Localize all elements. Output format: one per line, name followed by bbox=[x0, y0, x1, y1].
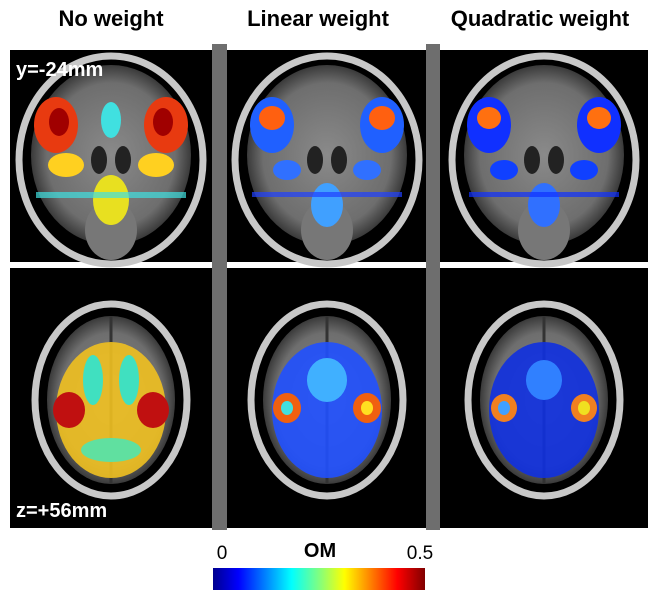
brain-axial bbox=[251, 304, 403, 496]
column-title: Linear weight bbox=[247, 6, 389, 31]
column-title: Quadratic weight bbox=[451, 6, 630, 31]
brain-axial bbox=[468, 304, 620, 496]
brain-coronal bbox=[452, 56, 636, 264]
figure: No weight Linear weight Quadratic weight bbox=[0, 0, 652, 591]
brain-coronal bbox=[235, 56, 419, 264]
slice-label: z=+56mm bbox=[16, 500, 107, 522]
colorbar bbox=[213, 568, 425, 590]
separator bbox=[212, 44, 227, 530]
brain-axial bbox=[35, 304, 187, 496]
colorbar-tick-label: 0 bbox=[217, 543, 228, 564]
colorbar-label: OM bbox=[304, 540, 336, 562]
column-title: No weight bbox=[58, 6, 164, 31]
colorbar-tick-label: 0.5 bbox=[407, 543, 433, 564]
brain-coronal bbox=[19, 56, 203, 264]
slice-label: y=-24mm bbox=[16, 59, 103, 81]
separator bbox=[426, 44, 440, 530]
